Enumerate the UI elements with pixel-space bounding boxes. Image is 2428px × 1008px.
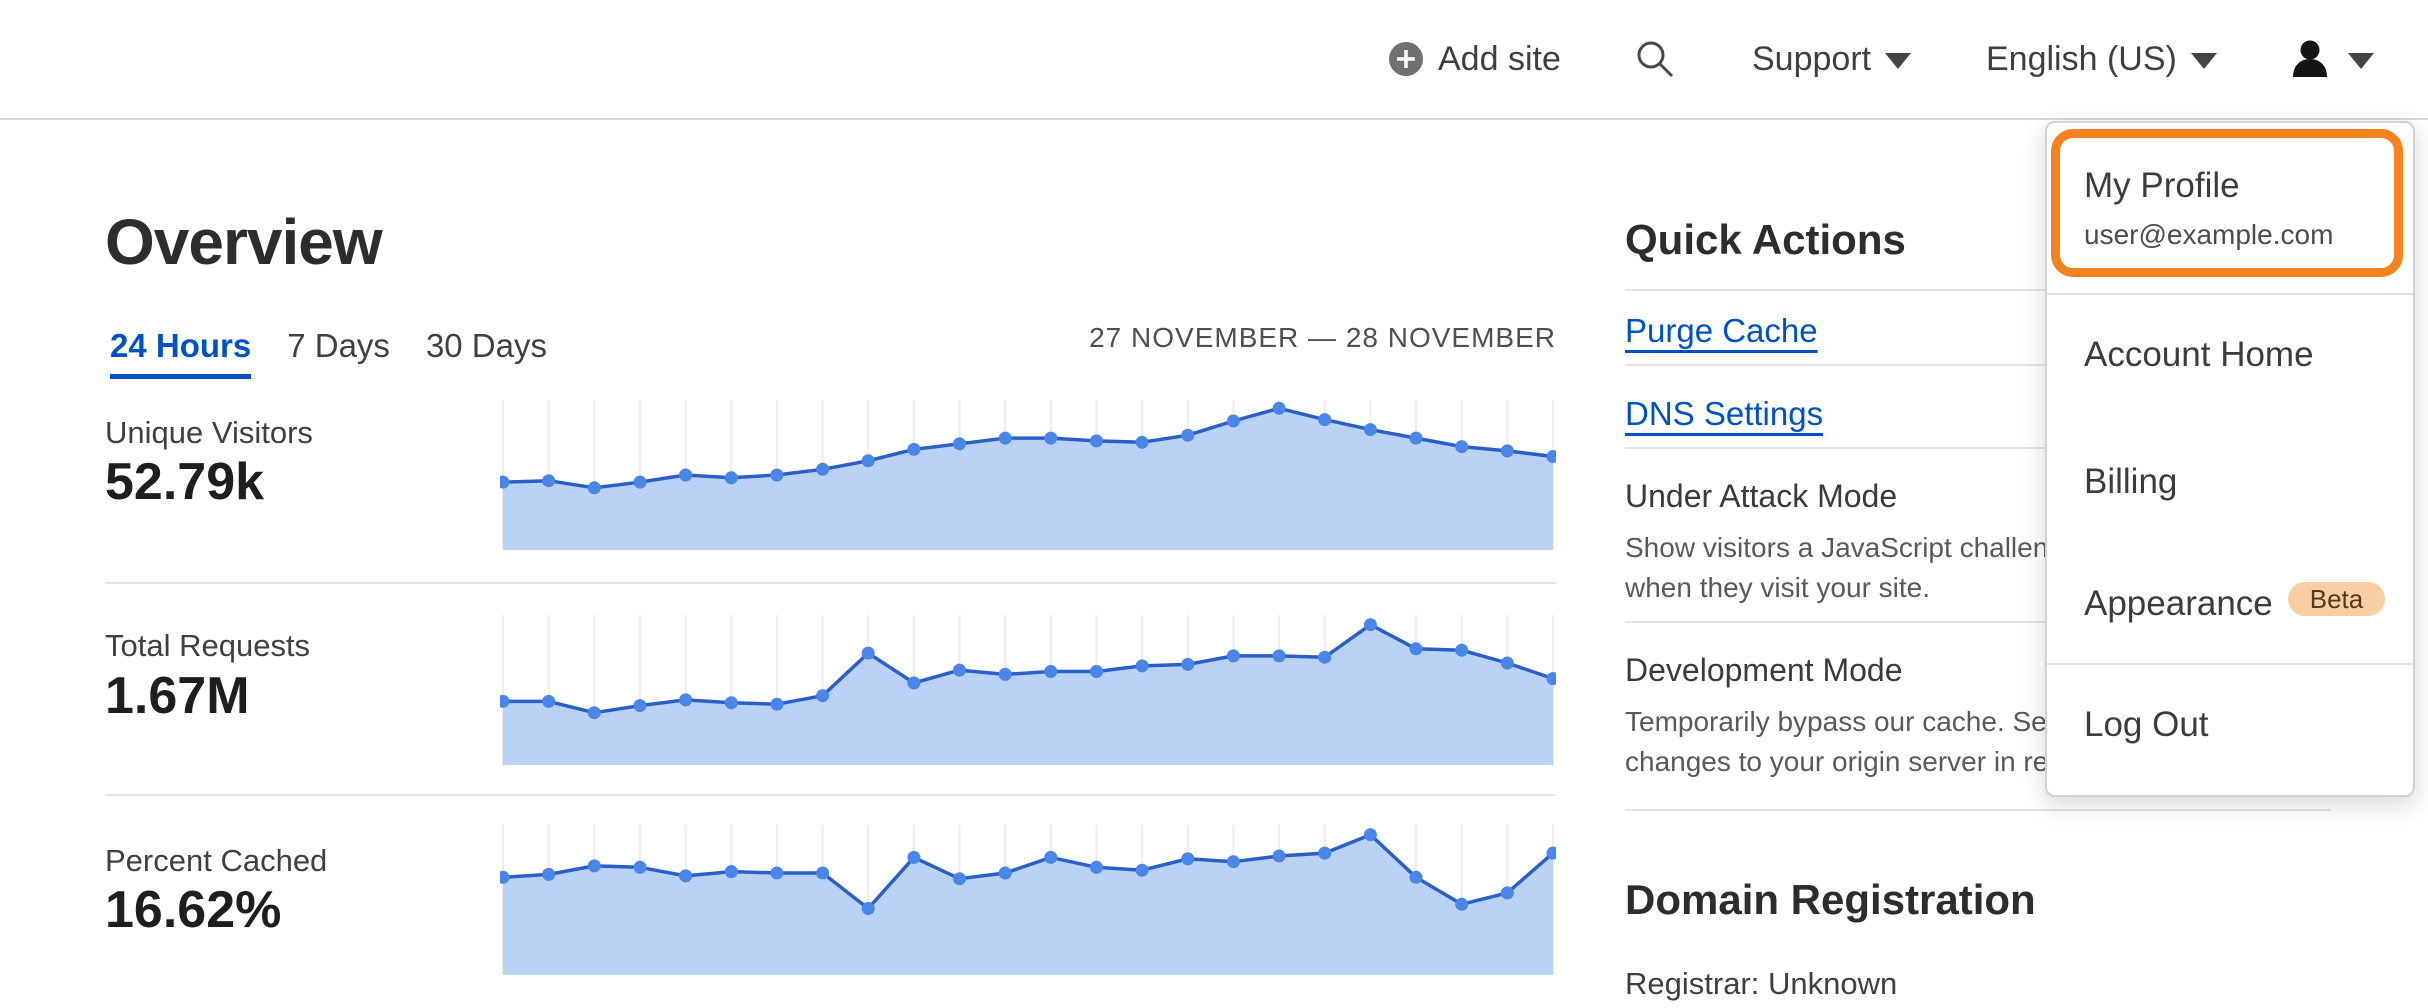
metric-value-percent-cached: 16.62% (105, 881, 282, 939)
add-site-label: Add site (1438, 39, 1561, 78)
menu-item-billing[interactable]: Billing (2084, 462, 2178, 501)
chevron-down-icon (2348, 53, 2374, 69)
section-divider (1625, 289, 2331, 291)
section-divider (1625, 447, 2331, 449)
dns-settings-link[interactable]: DNS Settings (1625, 395, 1824, 432)
section-divider (1625, 621, 2331, 623)
tab-30-days[interactable]: 30 Days (425, 327, 547, 364)
chevron-down-icon (2190, 53, 2217, 69)
plus-circle-icon (1388, 41, 1424, 77)
support-label: Support (1752, 39, 1872, 78)
chart-unique-visitors (496, 398, 1560, 550)
page-title: Overview (105, 206, 383, 278)
chevron-down-icon (1885, 53, 1912, 69)
registrar-label: Registrar: Unknown (1625, 966, 1898, 1001)
user-avatar-icon (2290, 39, 2330, 79)
menu-divider (2047, 293, 2413, 295)
under-attack-mode-title: Under Attack Mode (1625, 478, 1898, 514)
metric-label-unique-visitors: Unique Visitors (105, 415, 313, 450)
time-range-tabs: 24 Hours 7 Days 30 Days (110, 327, 547, 379)
under-attack-mode-description: Show visitors a JavaScript challenge whe… (1625, 532, 2080, 603)
development-mode-title: Development Mode (1625, 652, 1903, 688)
language-menu[interactable]: English (US) (1986, 0, 2217, 118)
add-site-button[interactable]: Add site (1388, 0, 1561, 118)
user-menu-button[interactable] (2290, 0, 2374, 118)
user-dropdown-menu: My Profile user@example.com Account Home… (2045, 121, 2415, 797)
metric-value-total-requests: 1.67M (105, 667, 250, 725)
row-divider (105, 582, 1556, 584)
menu-item-log-out[interactable]: Log Out (2084, 705, 2209, 744)
search-icon (1633, 37, 1677, 81)
metric-label-total-requests: Total Requests (105, 628, 311, 663)
menu-item-account-home[interactable]: Account Home (2084, 335, 2314, 374)
metric-label-percent-cached: Percent Cached (105, 843, 328, 878)
section-divider (1625, 364, 2331, 366)
tab-24-hours[interactable]: 24 Hours (110, 327, 252, 379)
quick-actions-title: Quick Actions (1625, 216, 1906, 263)
metric-value-unique-visitors: 52.79k (105, 453, 265, 511)
profile-email-label: user@example.com (2084, 219, 2334, 250)
date-range-label: 27 NOVEMBER — 28 NOVEMBER (1089, 322, 1556, 353)
search-button[interactable] (1633, 0, 1677, 118)
menu-divider (2047, 663, 2413, 665)
support-menu[interactable]: Support (1752, 0, 1912, 118)
row-divider (105, 794, 1556, 796)
chart-total-requests (496, 613, 1560, 765)
top-nav: Add site Support English (US) (0, 0, 2428, 120)
menu-item-appearance[interactable]: Appearance (2084, 584, 2273, 623)
menu-item-my-profile[interactable]: My Profile (2084, 166, 2240, 205)
language-label: English (US) (1986, 39, 2177, 78)
beta-badge: Beta (2288, 582, 2385, 616)
chart-percent-cached (496, 823, 1560, 975)
domain-registration-title: Domain Registration (1625, 876, 2036, 923)
tab-7-days[interactable]: 7 Days (287, 327, 390, 364)
purge-cache-link[interactable]: Purge Cache (1625, 312, 1818, 349)
section-divider (1625, 809, 2331, 811)
